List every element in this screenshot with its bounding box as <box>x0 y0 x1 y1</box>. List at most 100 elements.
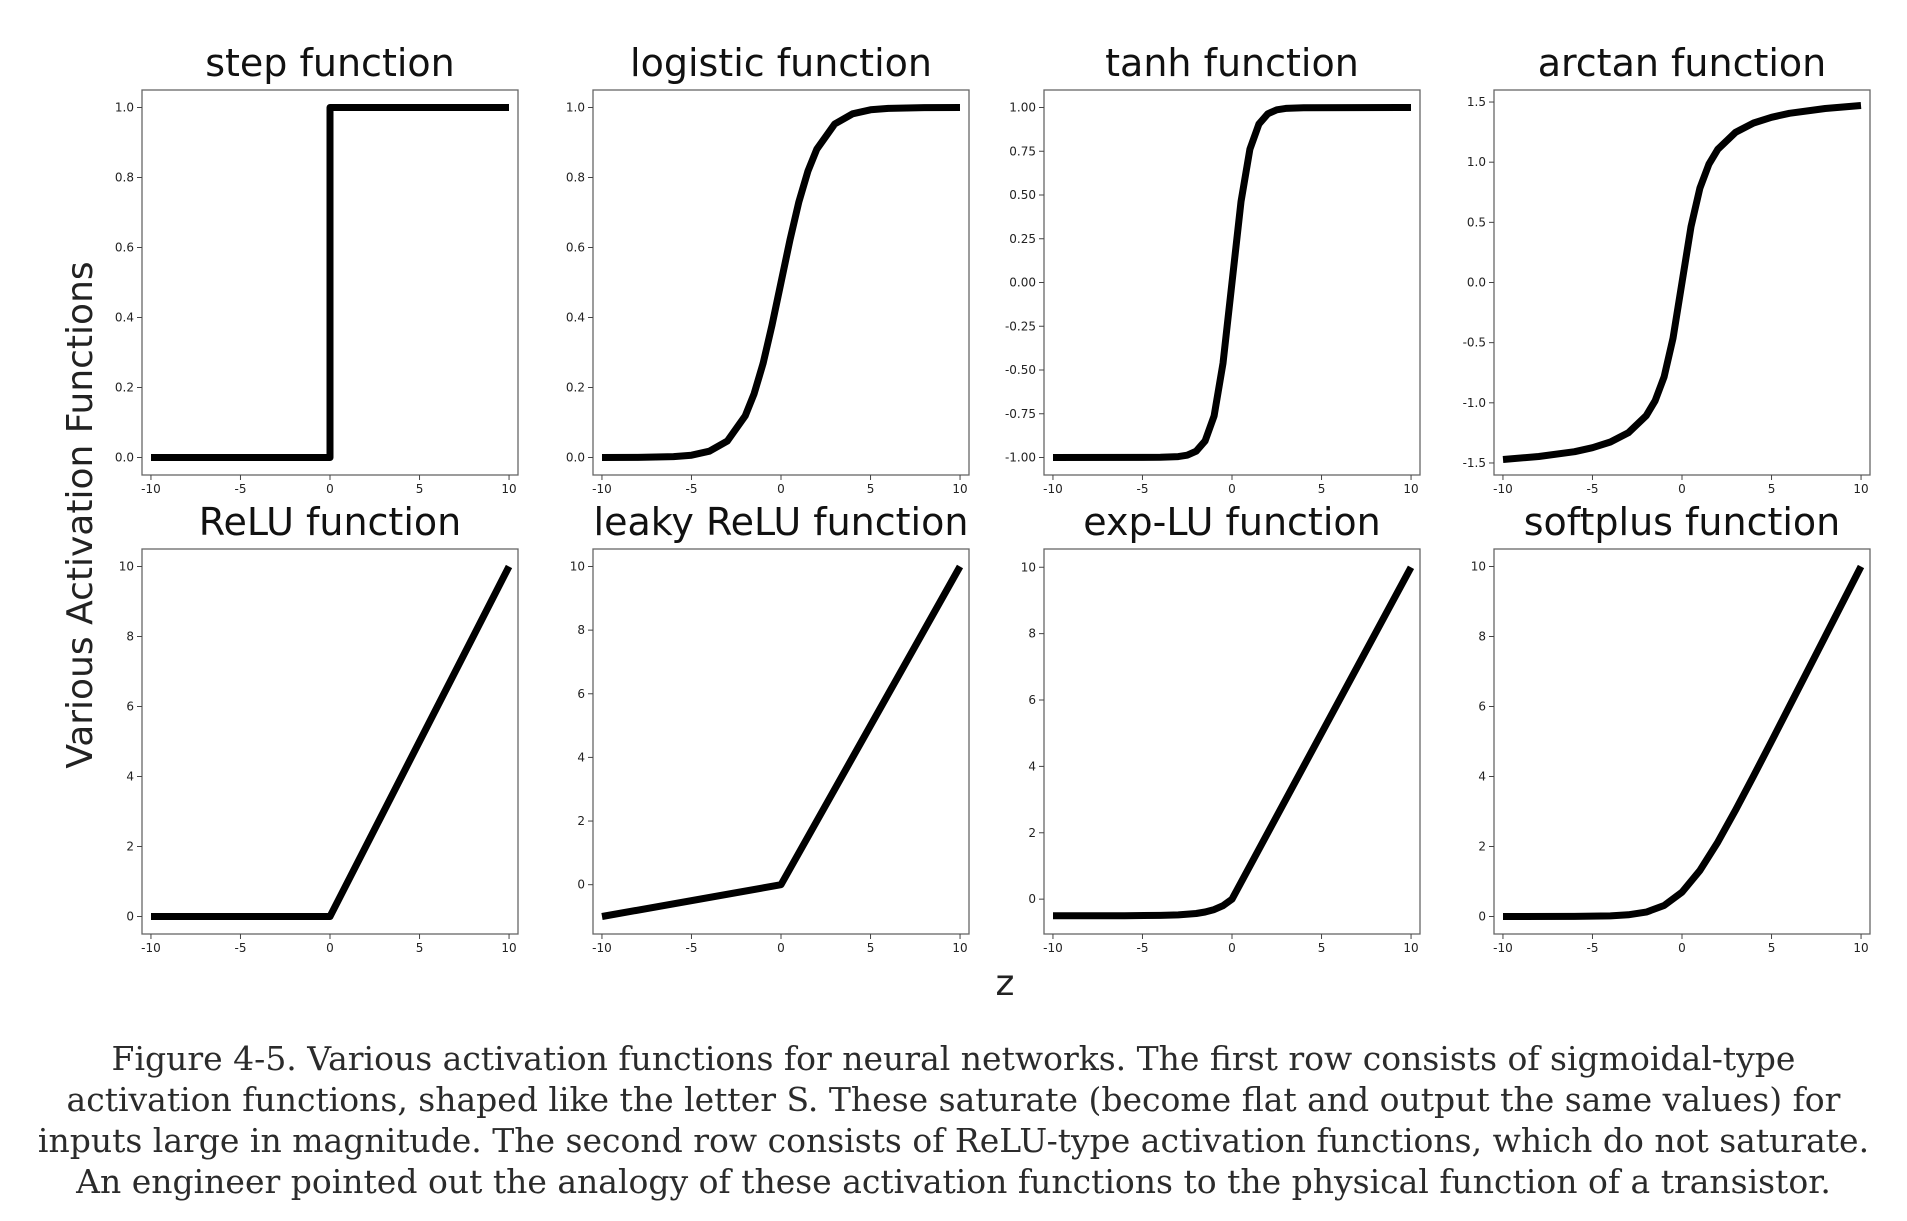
series-line <box>151 104 509 461</box>
x-tick-label: 5 <box>1768 482 1776 496</box>
x-tick-label: 10 <box>1403 941 1418 955</box>
x-tick-label: 10 <box>952 941 967 955</box>
x-tick-label: -10 <box>1043 482 1063 496</box>
x-tick-label: 0 <box>1228 941 1236 955</box>
plot-frame <box>1493 548 1871 935</box>
y-tick-label: 2 <box>1028 826 1036 840</box>
y-tick-label: 10 <box>119 560 134 574</box>
x-tick-label: -10 <box>592 941 612 955</box>
x-tick-label: 0 <box>1228 482 1236 496</box>
plot-frame <box>592 548 970 935</box>
plot-frame <box>1043 548 1421 935</box>
y-tick-label: -1.5 <box>1463 456 1486 470</box>
x-tick-label: 0 <box>326 482 334 496</box>
y-tick-label: -1.0 <box>1463 396 1486 410</box>
y-tick-label: 0.8 <box>566 171 585 185</box>
x-tick-label: 0 <box>777 941 785 955</box>
y-tick-label: -0.25 <box>1005 319 1036 333</box>
subplot-4: arctan function -10 -5 0 5 10 -1.5 -1.0 -0.5 0.0 0… <box>1463 41 1871 496</box>
series-line <box>151 564 513 920</box>
y-tick-label: 10 <box>1471 560 1486 574</box>
x-tick-label: 5 <box>416 482 424 496</box>
plot-title: softplus function <box>1524 500 1841 544</box>
y-tick-label: 1.0 <box>1467 155 1486 169</box>
y-tick-label: 8 <box>126 630 134 644</box>
plot-title: ReLU function <box>199 500 461 544</box>
y-tick-label: 0 <box>577 878 585 892</box>
y-tick-label: 6 <box>1028 693 1036 707</box>
y-tick-label: 0.25 <box>1009 232 1036 246</box>
x-tick-label: -5 <box>1586 941 1598 955</box>
y-tick-label: 10 <box>1021 560 1036 574</box>
x-tick-label: -5 <box>685 941 697 955</box>
x-tick-label: 10 <box>501 941 516 955</box>
plot-title: step function <box>205 41 455 85</box>
x-tick-label: 10 <box>1853 941 1868 955</box>
x-tick-label: 10 <box>1403 482 1418 496</box>
y-tick-label: 0.0 <box>115 451 134 465</box>
x-tick-label: 5 <box>1768 941 1776 955</box>
x-tick-label: -5 <box>1586 482 1598 496</box>
x-tick-label: 5 <box>867 482 875 496</box>
x-tick-label: -5 <box>685 482 697 496</box>
y-tick-label: 1.0 <box>115 101 134 115</box>
plot-title: tanh function <box>1105 41 1359 85</box>
x-tick-label: 10 <box>501 482 516 496</box>
x-tick-label: -10 <box>592 482 612 496</box>
y-tick-label: 0.5 <box>1467 215 1486 229</box>
x-tick-label: 10 <box>1853 482 1868 496</box>
figure-xlabel: z <box>996 963 1015 1004</box>
y-tick-label: 0.0 <box>1467 276 1486 290</box>
y-tick-label: 6 <box>577 687 585 701</box>
y-tick-label: 10 <box>570 560 585 574</box>
x-tick-label: 0 <box>1678 941 1686 955</box>
plot-frame <box>141 548 519 935</box>
series-line <box>601 104 961 461</box>
y-tick-label: 4 <box>126 770 134 784</box>
y-tick-label: 2 <box>1478 840 1486 854</box>
y-tick-label: 0.50 <box>1009 188 1036 202</box>
x-tick-label: -10 <box>1043 941 1063 955</box>
x-tick-label: 5 <box>416 941 424 955</box>
x-tick-label: -5 <box>1136 941 1148 955</box>
series-line <box>1052 104 1412 461</box>
y-tick-label: 0 <box>1028 892 1036 906</box>
subplot-5: ReLU function -10 -5 0 5 10 0 2 4 6 8 10 <box>119 500 519 955</box>
plot-title: arctan function <box>1538 41 1827 85</box>
x-tick-label: 0 <box>326 941 334 955</box>
y-tick-label: 4 <box>1028 759 1036 773</box>
y-tick-label: 0.6 <box>566 241 585 255</box>
series-line <box>1053 565 1415 920</box>
y-tick-label: 0.4 <box>566 311 585 325</box>
x-tick-label: 0 <box>777 482 785 496</box>
subplot-8: softplus function -10 -5 0 5 10 0 2 4 6 8 10 <box>1471 500 1871 955</box>
y-tick-label: 2 <box>577 814 585 828</box>
x-tick-label: -10 <box>141 941 161 955</box>
x-tick-label: 5 <box>867 941 875 955</box>
y-tick-label: 1.0 <box>566 101 585 115</box>
series-line <box>1502 102 1862 463</box>
series-line <box>601 564 964 920</box>
y-tick-label: 1.5 <box>1467 95 1486 109</box>
x-tick-label: -5 <box>234 482 246 496</box>
y-tick-label: -0.75 <box>1005 407 1036 421</box>
y-tick-label: 0.75 <box>1009 144 1036 158</box>
y-tick-label: 8 <box>1028 627 1036 641</box>
y-tick-label: 0 <box>1478 910 1486 924</box>
x-tick-label: -5 <box>234 941 246 955</box>
plot-title: exp-LU function <box>1083 500 1380 544</box>
subplot-3: tanh function -10 -5 0 5 10 -1.00 -0.75 -0.50 -0.… <box>1005 41 1421 496</box>
x-tick-label: 0 <box>1678 482 1686 496</box>
series-line <box>1502 564 1865 920</box>
figure-caption: Figure 4-5. Various activation functions… <box>37 1039 1870 1201</box>
y-tick-label: 0.4 <box>115 311 134 325</box>
x-tick-label: 5 <box>1318 482 1326 496</box>
y-tick-label: -0.5 <box>1463 336 1486 350</box>
y-tick-label: 0.2 <box>566 381 585 395</box>
y-tick-label: 2 <box>126 840 134 854</box>
y-tick-label: 0.0 <box>566 451 585 465</box>
x-tick-label: -10 <box>141 482 161 496</box>
y-tick-label: 0.6 <box>115 241 134 255</box>
subplot-7: exp-LU function -10 -5 0 5 10 0 2 4 6 8 10 <box>1021 500 1421 955</box>
